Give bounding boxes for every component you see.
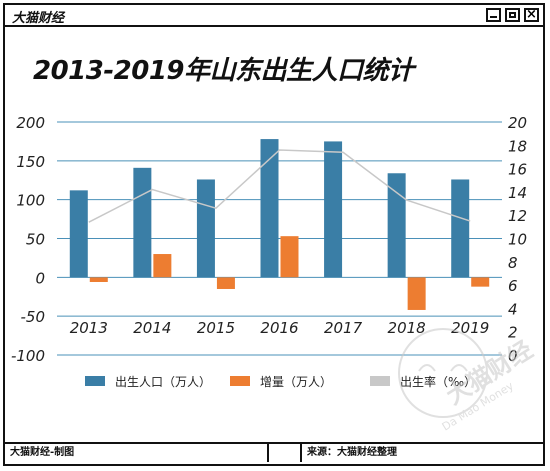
y-left-tick-label: -100 <box>11 347 45 365</box>
bar-births <box>451 179 470 278</box>
bar-births <box>196 179 215 278</box>
y-right-tick-label: 12 <box>508 207 527 225</box>
y-left-tick-label: -50 <box>21 308 46 326</box>
bar-births <box>387 173 406 278</box>
x-tick-label: 2018 <box>388 319 426 337</box>
y-right-tick-label: 10 <box>508 231 527 249</box>
bar-increment <box>153 254 172 278</box>
watermark-logo: 大猫财经 Da Mao Money <box>398 328 538 434</box>
legend-label: 出生人口（万人） <box>115 375 211 389</box>
chart: 200150100500-50-100201816141210864202013… <box>11 114 527 389</box>
bar-increment <box>280 236 299 278</box>
y-right-tick-label: 4 <box>508 300 518 318</box>
legend-swatch <box>370 376 390 386</box>
legend-label: 出生率（‰） <box>400 374 476 389</box>
window-brand: 大猫财经 <box>12 11 65 26</box>
y-right-tick-label: 0 <box>508 347 518 365</box>
bar-births <box>133 167 152 278</box>
legend-swatch <box>230 376 250 386</box>
bar-births <box>324 141 343 278</box>
y-left-tick-label: 150 <box>16 153 45 171</box>
x-tick-label: 2016 <box>260 319 298 337</box>
x-tick-label: 2014 <box>133 319 171 337</box>
legend-swatch <box>85 376 105 386</box>
bar-births <box>260 139 279 278</box>
title-bar: 大猫财经 × <box>5 5 543 27</box>
x-tick-label: 2013 <box>70 319 108 337</box>
y-right-tick-label: 16 <box>508 161 527 179</box>
legend-label: 增量（万人） <box>260 375 332 389</box>
chart-title: 2013-2019年山东出生人口统计 <box>33 56 414 86</box>
y-left-tick-label: 0 <box>35 269 45 287</box>
y-right-tick-label: 18 <box>508 137 527 155</box>
footer-source: 来源：大猫财经整理 <box>307 447 397 458</box>
window-frame: 大猫财经 × 2013-2019年山东出生人口统计 200 150 100 50 0 -5… <box>3 3 545 466</box>
close-icon[interactable]: × <box>524 7 539 22</box>
bar-births <box>69 190 88 278</box>
bar-increment <box>407 277 426 310</box>
maximize-icon[interactable] <box>505 8 520 22</box>
minimize-icon[interactable] <box>486 8 501 22</box>
bar-increment <box>471 277 490 287</box>
y-left-tick-label: 50 <box>26 231 45 249</box>
footer-credit: 大猫财经-制图 <box>5 444 269 462</box>
footer-bar: 大猫财经-制图 来源：大猫财经整理 <box>5 442 543 464</box>
y-right-tick-label: 2 <box>508 324 518 342</box>
y-left-tick-label: 200 <box>16 114 45 132</box>
y-right-tick-label: 6 <box>508 277 518 295</box>
footer-spacer <box>269 444 302 462</box>
y-right-tick-label: 20 <box>508 114 527 132</box>
x-tick-label: 2017 <box>324 319 363 337</box>
y-left-tick-label: 100 <box>16 192 45 210</box>
y-right-tick-label: 8 <box>508 254 518 272</box>
bar-increment <box>89 277 108 282</box>
x-tick-label: 2015 <box>197 319 235 337</box>
bar-increment <box>216 277 235 289</box>
y-right-tick-label: 14 <box>508 184 527 202</box>
